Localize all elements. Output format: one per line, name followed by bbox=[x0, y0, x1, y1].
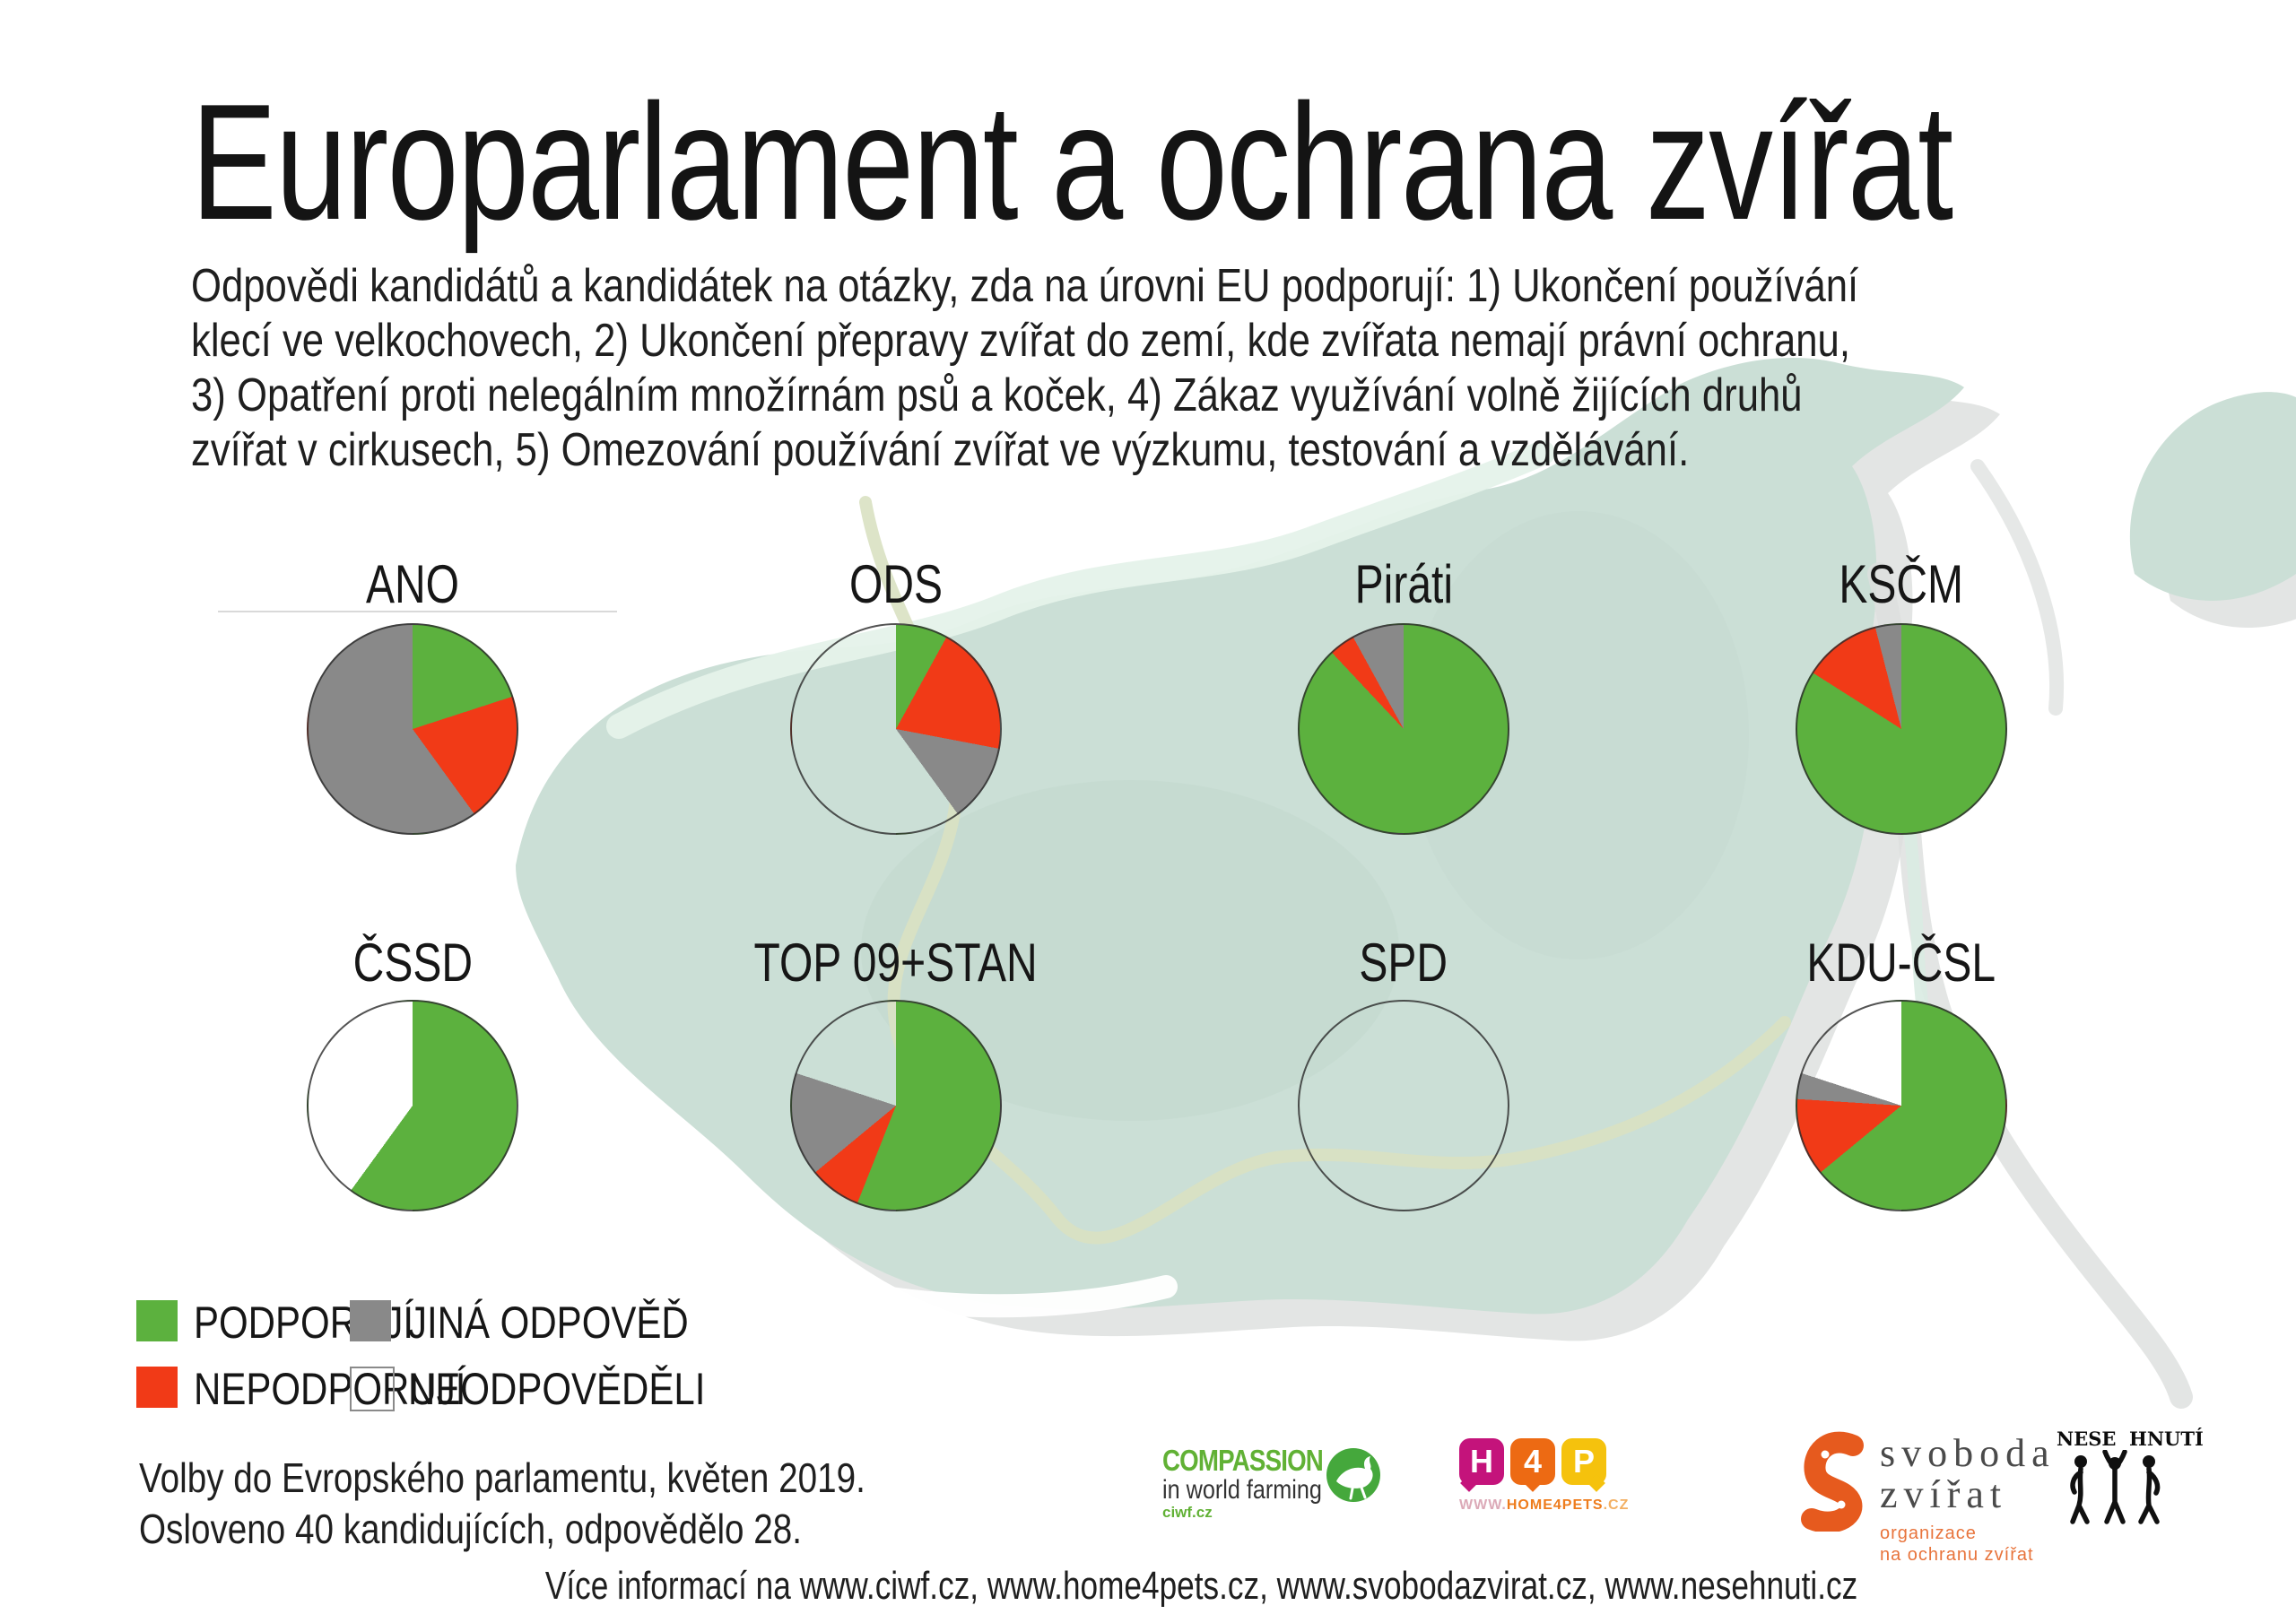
svoboda-sub-line2: na ochranu zvířat bbox=[1880, 1545, 2034, 1565]
pie-ks-m bbox=[1796, 623, 2007, 835]
party-name: Piráti bbox=[1354, 554, 1453, 614]
h4p-url-tld: .CZ bbox=[1603, 1497, 1630, 1513]
party-label-spd: SPD bbox=[1170, 934, 1637, 992]
intro-line: klecí ve velkochovech, 2) Ukončení přepr… bbox=[191, 315, 1850, 367]
home4pets-url: WWW.HOME4PETS.CZ bbox=[1459, 1497, 1628, 1514]
more-info-line: Více informací na www.ciwf.cz, www.home4… bbox=[108, 1564, 2296, 1609]
party-label-kdu-sl: KDU-ČSL bbox=[1668, 934, 2135, 992]
ciwf-logo-url: ciwf.cz bbox=[1162, 1504, 1213, 1521]
svoboda-name-line2: zvířat bbox=[1880, 1472, 2008, 1516]
party-name: KSČM bbox=[1839, 554, 1964, 614]
ciwf-logo-line1: COMPASSION bbox=[1162, 1444, 1324, 1477]
intro-line: zvířat v cirkusech, 5) Omezování používá… bbox=[191, 424, 1690, 476]
h4p-letter: 4 bbox=[1523, 1443, 1543, 1480]
party-name: ODS bbox=[848, 554, 944, 614]
party-name: ANO bbox=[365, 554, 460, 614]
legend-swatch-nepodporuji bbox=[136, 1367, 178, 1408]
pie-ano bbox=[307, 623, 518, 835]
party-label-ano: ANO bbox=[179, 556, 646, 613]
legend-swatch-podporuji bbox=[136, 1300, 178, 1341]
h4p-url-main: HOME4PETS bbox=[1506, 1497, 1604, 1513]
ciwf-logo-line2: in world farming bbox=[1162, 1475, 1322, 1505]
pie-ods bbox=[790, 623, 1002, 835]
ciwf-goat-icon bbox=[1326, 1448, 1380, 1502]
survey-note: Volby do Evropského parlamentu, květen 2… bbox=[139, 1453, 1004, 1555]
page-title-text: Europarlament a ochrana zvířat bbox=[191, 69, 1953, 254]
legend-label-neodpovedeli: NEODPOVĚDĚLI bbox=[408, 1364, 706, 1414]
party-name: KDU-ČSL bbox=[1806, 933, 1996, 993]
h4p-tile-p: P bbox=[1561, 1438, 1606, 1485]
ciwf-logo: COMPASSION in world farming ciwf.cz bbox=[1162, 1445, 1431, 1522]
intro-line: 3) Opatření proti nelegálním množírnám p… bbox=[191, 369, 1803, 421]
svoboda-name-line1: svoboda bbox=[1880, 1431, 2056, 1475]
nesehnuti-name-left: NESE bbox=[2057, 1428, 2117, 1450]
h4p-letter: P bbox=[1572, 1443, 1595, 1480]
svoboda-zvirat-s-icon bbox=[1801, 1431, 1864, 1533]
pie-kdu-sl bbox=[1796, 1000, 2007, 1211]
h4p-letter: H bbox=[1470, 1443, 1493, 1480]
page-title: Europarlament a ochrana zvířat bbox=[191, 69, 2296, 254]
legend-label-jina-odpoved: JINÁ ODPOVĚĎ bbox=[408, 1298, 689, 1348]
nesehnuti-logo: NESE HNUTÍ bbox=[2057, 1428, 2204, 1530]
h4p-tile-h: H bbox=[1459, 1438, 1504, 1485]
party-label-ssd: ČSSD bbox=[179, 934, 646, 992]
survey-note-line2: Osloveno 40 kandidujících, odpovědělo 28… bbox=[139, 1506, 802, 1552]
nesehnuti-figures-icon bbox=[2070, 1449, 2161, 1524]
party-label-ods: ODS bbox=[663, 556, 1129, 613]
party-name: TOP 09+STAN bbox=[753, 933, 1039, 993]
h4p-url-www: WWW. bbox=[1459, 1497, 1507, 1513]
nesehnuti-name-right: HNUTÍ bbox=[2129, 1428, 2204, 1450]
svoboda-sub-line1: organizace bbox=[1880, 1523, 1977, 1543]
map-body bbox=[516, 358, 2296, 1409]
pie-ssd bbox=[307, 1000, 518, 1211]
party-label-ks-m: KSČM bbox=[1668, 556, 2135, 613]
h4p-tile-4: 4 bbox=[1510, 1438, 1555, 1485]
more-info-text: Více informací na www.ciwf.cz, www.home4… bbox=[545, 1564, 1858, 1608]
home4pets-logo: H 4 P WWW.HOME4PETS.CZ bbox=[1459, 1438, 1628, 1514]
party-name: SPD bbox=[1359, 933, 1448, 993]
pie-pir-ti bbox=[1298, 623, 1509, 835]
svoboda-zvirat-logo: svoboda zvířat organizace na ochranu zví… bbox=[1801, 1431, 2049, 1565]
party-label-pir-ti: Piráti bbox=[1170, 556, 1637, 613]
party-name: ČSSD bbox=[352, 933, 473, 993]
intro-paragraph: Odpovědi kandidátů a kandidátek na otázk… bbox=[191, 259, 2176, 478]
legend-label-nepodporuji: NEPODPORUJÍ bbox=[194, 1364, 466, 1414]
party-label-top-09-stan: TOP 09+STAN bbox=[663, 934, 1129, 992]
decorative-rule bbox=[218, 611, 617, 612]
intro-line: Odpovědi kandidátů a kandidátek na otázk… bbox=[191, 260, 1859, 312]
legend-swatch-jina-odpoved bbox=[350, 1300, 391, 1341]
legend-swatch-neodpovedeli bbox=[350, 1367, 395, 1411]
pie-top-09-stan bbox=[790, 1000, 1002, 1211]
pie-spd bbox=[1298, 1000, 1509, 1211]
survey-note-line1: Volby do Evropského parlamentu, květen 2… bbox=[139, 1454, 865, 1501]
